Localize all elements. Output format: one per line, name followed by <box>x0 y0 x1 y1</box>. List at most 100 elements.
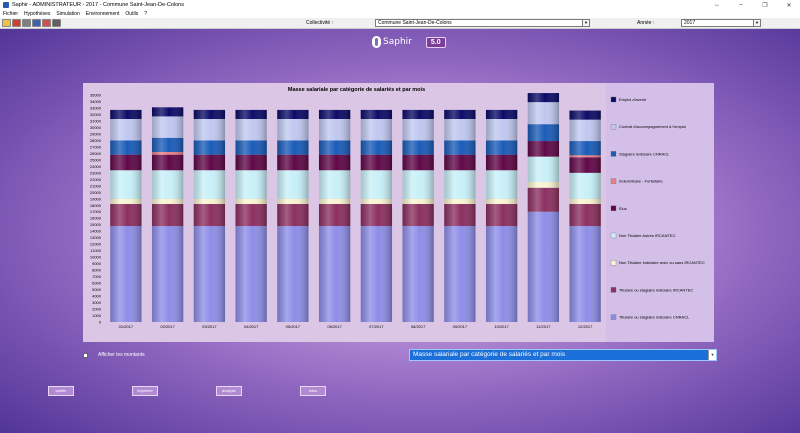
resize-icon[interactable]: ↔ <box>714 2 720 8</box>
info-button[interactable]: infos <box>300 386 326 396</box>
legend-label: Emploi d'avenir <box>619 97 647 102</box>
y-tick-label: 7000 <box>92 274 102 279</box>
y-tick-label: 32000 <box>90 112 102 117</box>
y-tick-label: 12000 <box>90 242 102 247</box>
y-tick-label: 23000 <box>90 170 102 175</box>
export-icon[interactable] <box>32 19 41 27</box>
new-icon[interactable] <box>2 19 11 27</box>
y-tick-label: 14000 <box>90 229 102 234</box>
legend-label: Titulaire ou stagiaire indiciaire CNRACL <box>619 315 690 320</box>
y-tick-label: 25000 <box>90 157 102 162</box>
menu-fichier[interactable]: Fichier <box>3 11 19 17</box>
minimize-icon[interactable]: – <box>739 2 743 8</box>
bar-shading <box>318 109 351 322</box>
y-tick-label: 13000 <box>90 235 102 240</box>
legend-swatch <box>610 178 617 184</box>
bar-shading <box>193 109 226 322</box>
maximize-icon[interactable]: ❐ <box>762 2 768 9</box>
chart-type-select[interactable]: Masse salariale par catégorie de salarié… <box>409 349 717 361</box>
collectivite-value: Commune Saint-Jean-De-Colons <box>378 20 452 26</box>
legend-swatch <box>610 205 617 211</box>
legend-swatch <box>610 314 617 320</box>
chevron-down-icon[interactable]: ▼ <box>708 350 716 360</box>
legend-swatch <box>610 151 617 157</box>
legend-swatch <box>610 96 617 103</box>
y-tick-label: 18000 <box>90 203 102 208</box>
y-tick-label: 29000 <box>90 131 102 136</box>
bar-shading <box>527 93 560 322</box>
y-tick-label: 15000 <box>90 222 102 227</box>
y-tick-label: 16000 <box>90 216 102 221</box>
logo-text: Saphir <box>383 37 412 47</box>
y-tick-label: 27000 <box>90 144 102 149</box>
x-tick-label: 09/2017 <box>453 324 468 329</box>
menu-hypotheses[interactable]: Hypothèses <box>24 11 51 17</box>
y-tick-label: 35000 <box>90 93 102 98</box>
y-tick-label: 33000 <box>90 105 102 110</box>
annee-label: Année : <box>637 20 655 26</box>
menu-environnement[interactable]: Environnement <box>85 11 120 17</box>
y-tick-label: 6000 <box>92 281 102 286</box>
legend-label: Non Titulaire Autres IRCANTEC <box>619 233 676 238</box>
legend-swatch <box>610 232 617 239</box>
bar-shading <box>360 109 393 322</box>
print-button[interactable]: imprimer <box>132 386 158 396</box>
y-tick-label: 11000 <box>90 248 102 253</box>
bar-shading <box>151 107 184 322</box>
menu-simulation[interactable]: Simulation <box>56 11 80 17</box>
y-tick-label: 28000 <box>90 138 102 143</box>
x-tick-label: 07/2017 <box>369 324 384 329</box>
y-tick-label: 3000 <box>92 300 102 305</box>
x-tick-label: 10/2017 <box>494 324 509 329</box>
show-amounts-row: Afficher les montants <box>83 352 145 358</box>
chart-icon[interactable] <box>42 19 51 27</box>
x-tick-label: 04/2017 <box>244 324 259 329</box>
analyse-button[interactable]: analyse <box>216 386 242 396</box>
y-tick-label: 34000 <box>90 99 102 104</box>
legend-label: Contrat d'accompagnement à l'emploi <box>619 124 686 129</box>
annee-select[interactable]: 2017 ▼ <box>681 19 761 27</box>
chart-panel: Masse salariale par catégorie de salarié… <box>83 83 714 342</box>
bar-shading <box>444 109 476 322</box>
chart-title: Masse salariale par catégorie de salarié… <box>288 87 425 93</box>
legend-label: Stagiaire Indiciaire CNRACL <box>619 151 670 156</box>
annee-value: 2017 <box>684 20 696 26</box>
chart-type-value: Masse salariale par catégorie de salarié… <box>413 351 566 358</box>
x-tick-label: 06/2017 <box>327 324 342 329</box>
menu-help[interactable]: ? <box>144 11 147 17</box>
y-tick-label: 19000 <box>90 196 102 201</box>
y-tick-label: 22000 <box>90 177 102 182</box>
legend-label: Non Titulaire Indiciaire avec ou sans IR… <box>619 260 705 265</box>
x-tick-label: 11/2017 <box>536 324 551 329</box>
chevron-down-icon[interactable]: ▼ <box>582 20 589 26</box>
menu-outils[interactable]: Outils <box>125 11 139 17</box>
close-icon[interactable]: ✕ <box>786 2 792 9</box>
y-tick-label: 17000 <box>90 209 102 214</box>
bar-shading <box>569 110 601 323</box>
legend-label: Elus <box>619 206 627 211</box>
bar-shading <box>485 109 518 322</box>
quitter-button[interactable]: quitter <box>48 386 74 396</box>
bar-shading <box>277 109 309 322</box>
window-title: Saphir - ADMINISTRATEUR - 2017 - Commune… <box>12 2 184 8</box>
delete-icon[interactable] <box>12 19 21 27</box>
legend-label: Indemnitaire - Forfaitaire <box>619 179 663 184</box>
show-amounts-checkbox[interactable] <box>83 352 88 358</box>
show-amounts-label: Afficher les montants <box>98 352 145 358</box>
y-tick-label: 20000 <box>90 190 102 195</box>
bar-shading <box>235 109 267 322</box>
x-tick-label: 01/2017 <box>119 324 134 329</box>
chevron-down-icon[interactable]: ▼ <box>753 20 760 26</box>
x-tick-label: 05/2017 <box>286 324 301 329</box>
y-tick-label: 1000 <box>92 313 102 318</box>
y-tick-label: 26000 <box>90 151 102 156</box>
y-tick-label: 9000 <box>92 261 102 266</box>
x-tick-label: 03/2017 <box>202 324 217 329</box>
y-tick-label: 2000 <box>92 307 102 312</box>
window-controls: ↔ – ❐ ✕ <box>712 0 794 10</box>
app-icon <box>3 2 9 8</box>
legend-swatch <box>610 287 617 293</box>
collectivite-select[interactable]: Commune Saint-Jean-De-Colons ▼ <box>375 19 590 27</box>
print-icon[interactable] <box>22 19 31 27</box>
save-icon[interactable] <box>52 19 61 27</box>
